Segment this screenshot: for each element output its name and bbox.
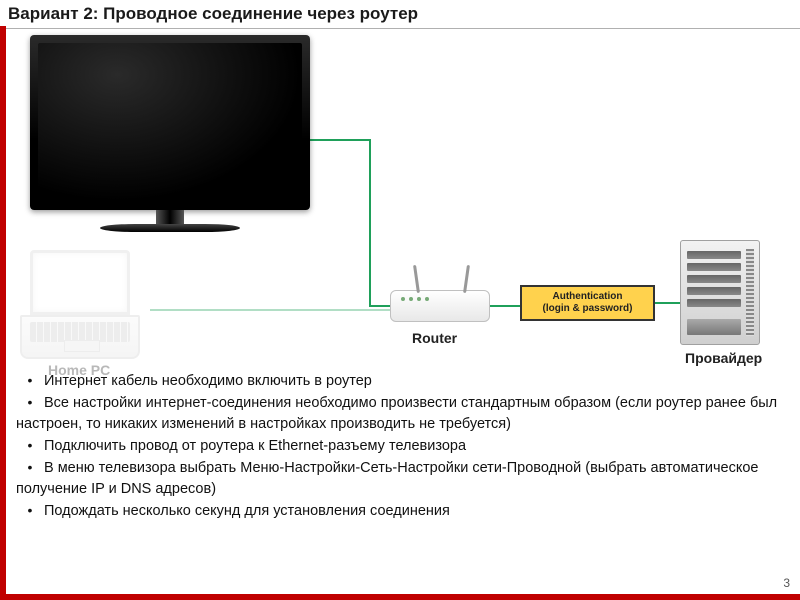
server-node bbox=[680, 240, 760, 345]
label-provider: Провайдер bbox=[685, 350, 762, 366]
bullet-item: Подключить провод от роутера к Ethernet-… bbox=[16, 435, 786, 457]
bullet-item: В меню телевизора выбрать Меню-Настройки… bbox=[16, 457, 786, 500]
accent-footer bbox=[0, 594, 800, 600]
tv-node bbox=[30, 35, 310, 232]
bullet-item: Интернет кабель необходимо включить в ро… bbox=[16, 370, 786, 392]
slide-title: Вариант 2: Проводное соединение через ро… bbox=[0, 0, 800, 29]
auth-line1: Authentication bbox=[553, 291, 623, 303]
network-diagram: Authentication (login & password) Home P… bbox=[10, 30, 790, 360]
auth-line2: (login & password) bbox=[543, 303, 633, 315]
accent-sidebar bbox=[0, 26, 6, 594]
router-node bbox=[390, 290, 490, 322]
bullet-item: Подождать несколько секунд для установле… bbox=[16, 500, 786, 522]
label-router: Router bbox=[412, 330, 457, 346]
bullet-list: Интернет кабель необходимо включить в ро… bbox=[16, 370, 786, 522]
page-number: 3 bbox=[783, 576, 790, 590]
bullet-item: Все настройки интернет-соединения необхо… bbox=[16, 392, 786, 435]
laptop-node bbox=[30, 250, 140, 359]
auth-box: Authentication (login & password) bbox=[520, 285, 655, 321]
